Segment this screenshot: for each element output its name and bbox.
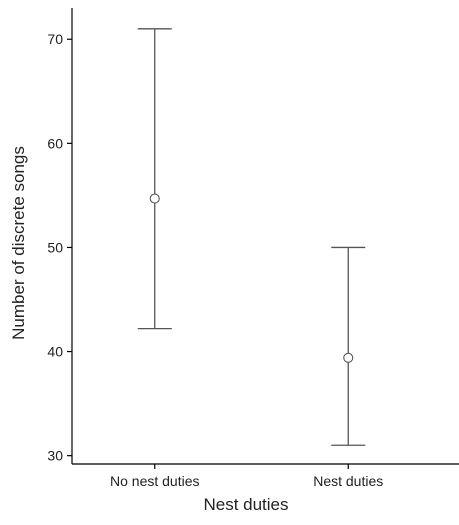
y-tick-label: 30 bbox=[47, 448, 63, 464]
x-ticks: No nest duties Nest duties bbox=[110, 464, 383, 489]
data-marks bbox=[137, 28, 366, 446]
x-tick-label: No nest duties bbox=[110, 473, 200, 489]
y-tick-label: 70 bbox=[47, 31, 63, 47]
mean-point bbox=[343, 352, 354, 363]
y-tick-label: 50 bbox=[47, 239, 63, 255]
y-ticks: 30 40 50 60 70 bbox=[47, 31, 72, 464]
y-tick-label: 60 bbox=[47, 135, 63, 151]
axes bbox=[71, 8, 459, 465]
x-axis-title: Nest duties bbox=[203, 495, 288, 514]
x-tick-label: Nest duties bbox=[313, 473, 383, 489]
y-tick-label: 40 bbox=[47, 344, 63, 360]
mean-point bbox=[149, 193, 160, 204]
y-axis-title: Number of discrete songs bbox=[9, 146, 28, 340]
